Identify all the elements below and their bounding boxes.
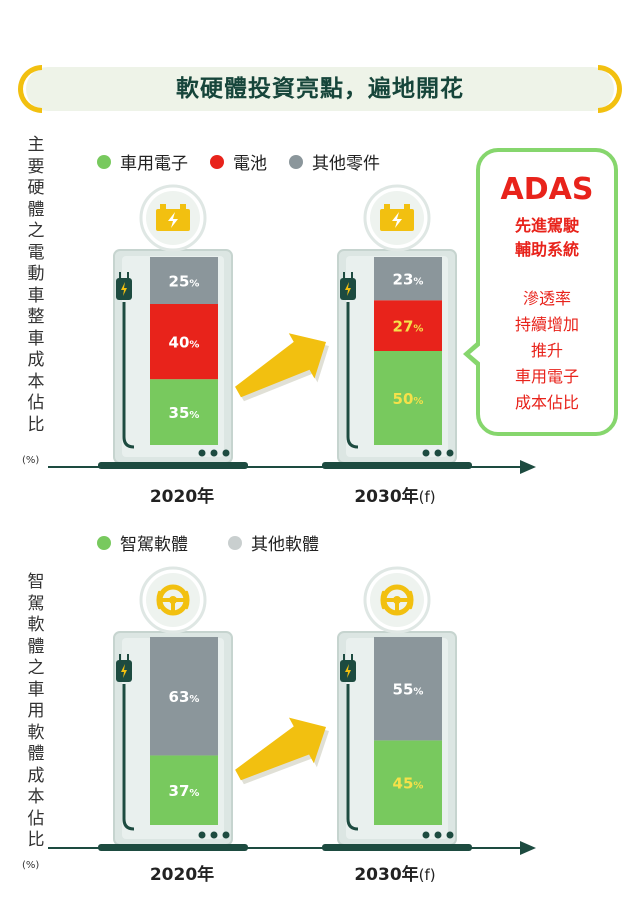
charger-base [98, 462, 248, 469]
battery-icon [139, 184, 207, 252]
charger-base [98, 844, 248, 851]
legend-item-other-parts: 其他零件 [289, 149, 380, 174]
legend-item-battery: 電池 [210, 149, 267, 174]
bar-hw-0-2 [150, 257, 218, 304]
page-title: 軟硬體投資亮點，遍地開花 [176, 76, 464, 102]
charger-base [322, 462, 472, 469]
charger-base [322, 844, 472, 851]
legend-swatch-lightgray [228, 535, 242, 550]
x-axis-arrow-1 [520, 841, 536, 855]
bar-hw-1-2 [374, 257, 442, 301]
hardware-y-label: 主要硬體之電動車整車成本佔比 [27, 135, 45, 435]
x-axis-arrow-0 [520, 460, 536, 474]
legend-swatch-green [97, 535, 111, 550]
bar-sw-0-1 [150, 637, 218, 756]
legend-item-other-software: 其他軟體 [228, 530, 319, 555]
bar-sw-1-0 [374, 740, 442, 825]
legend-item-adas-software: 智駕軟體 [97, 530, 188, 555]
hardware-y-unit: (%) [22, 455, 40, 466]
software-y-unit: (%) [22, 860, 40, 871]
software-y-label: 智駕軟體之車用軟體成本佔比 [27, 572, 45, 850]
steering-wheel-icon [139, 566, 207, 634]
x-label-2020-top: 2020年 [149, 487, 215, 507]
title-background [26, 67, 614, 111]
bar-sw-1-1 [374, 637, 442, 741]
bar-hw-1-1 [374, 300, 442, 351]
growth-arrow-top [235, 333, 329, 402]
legend-item-electronics: 車用電子 [97, 149, 188, 174]
bar-sw-0-0 [150, 755, 218, 825]
legend-swatch-gray [289, 154, 303, 169]
growth-arrow-bottom [235, 717, 329, 785]
bar-hw-0-0 [150, 379, 218, 445]
x-label-2020-bottom: 2020年 [149, 865, 215, 885]
callout-body: 滲透率 持續增加 推升 車用電子 成本佔比 [514, 289, 579, 412]
adas-callout: ADAS 先進駕駛 輔助系統 滲透率 持續增加 推升 車用電子 成本佔比 [463, 148, 618, 436]
legend-swatch-red [210, 154, 224, 169]
bar-hw-0-1 [150, 304, 218, 380]
battery-icon [363, 184, 431, 252]
callout-subtitle: 先進駕駛 輔助系統 [514, 216, 579, 259]
legend-swatch-green [97, 154, 111, 169]
hardware-legend: 車用電子 電池 其他零件 [97, 149, 402, 174]
bar-hw-1-0 [374, 351, 442, 445]
title-banner: 軟硬體投資亮點，遍地開花 [18, 65, 622, 113]
x-label-2030-bottom: 2030年(f) [354, 865, 436, 885]
software-legend: 智駕軟體 其他軟體 [97, 530, 341, 555]
x-label-2030-top: 2030年(f) [354, 487, 436, 507]
steering-wheel-icon [363, 566, 431, 634]
callout-title: ADAS [500, 172, 594, 207]
